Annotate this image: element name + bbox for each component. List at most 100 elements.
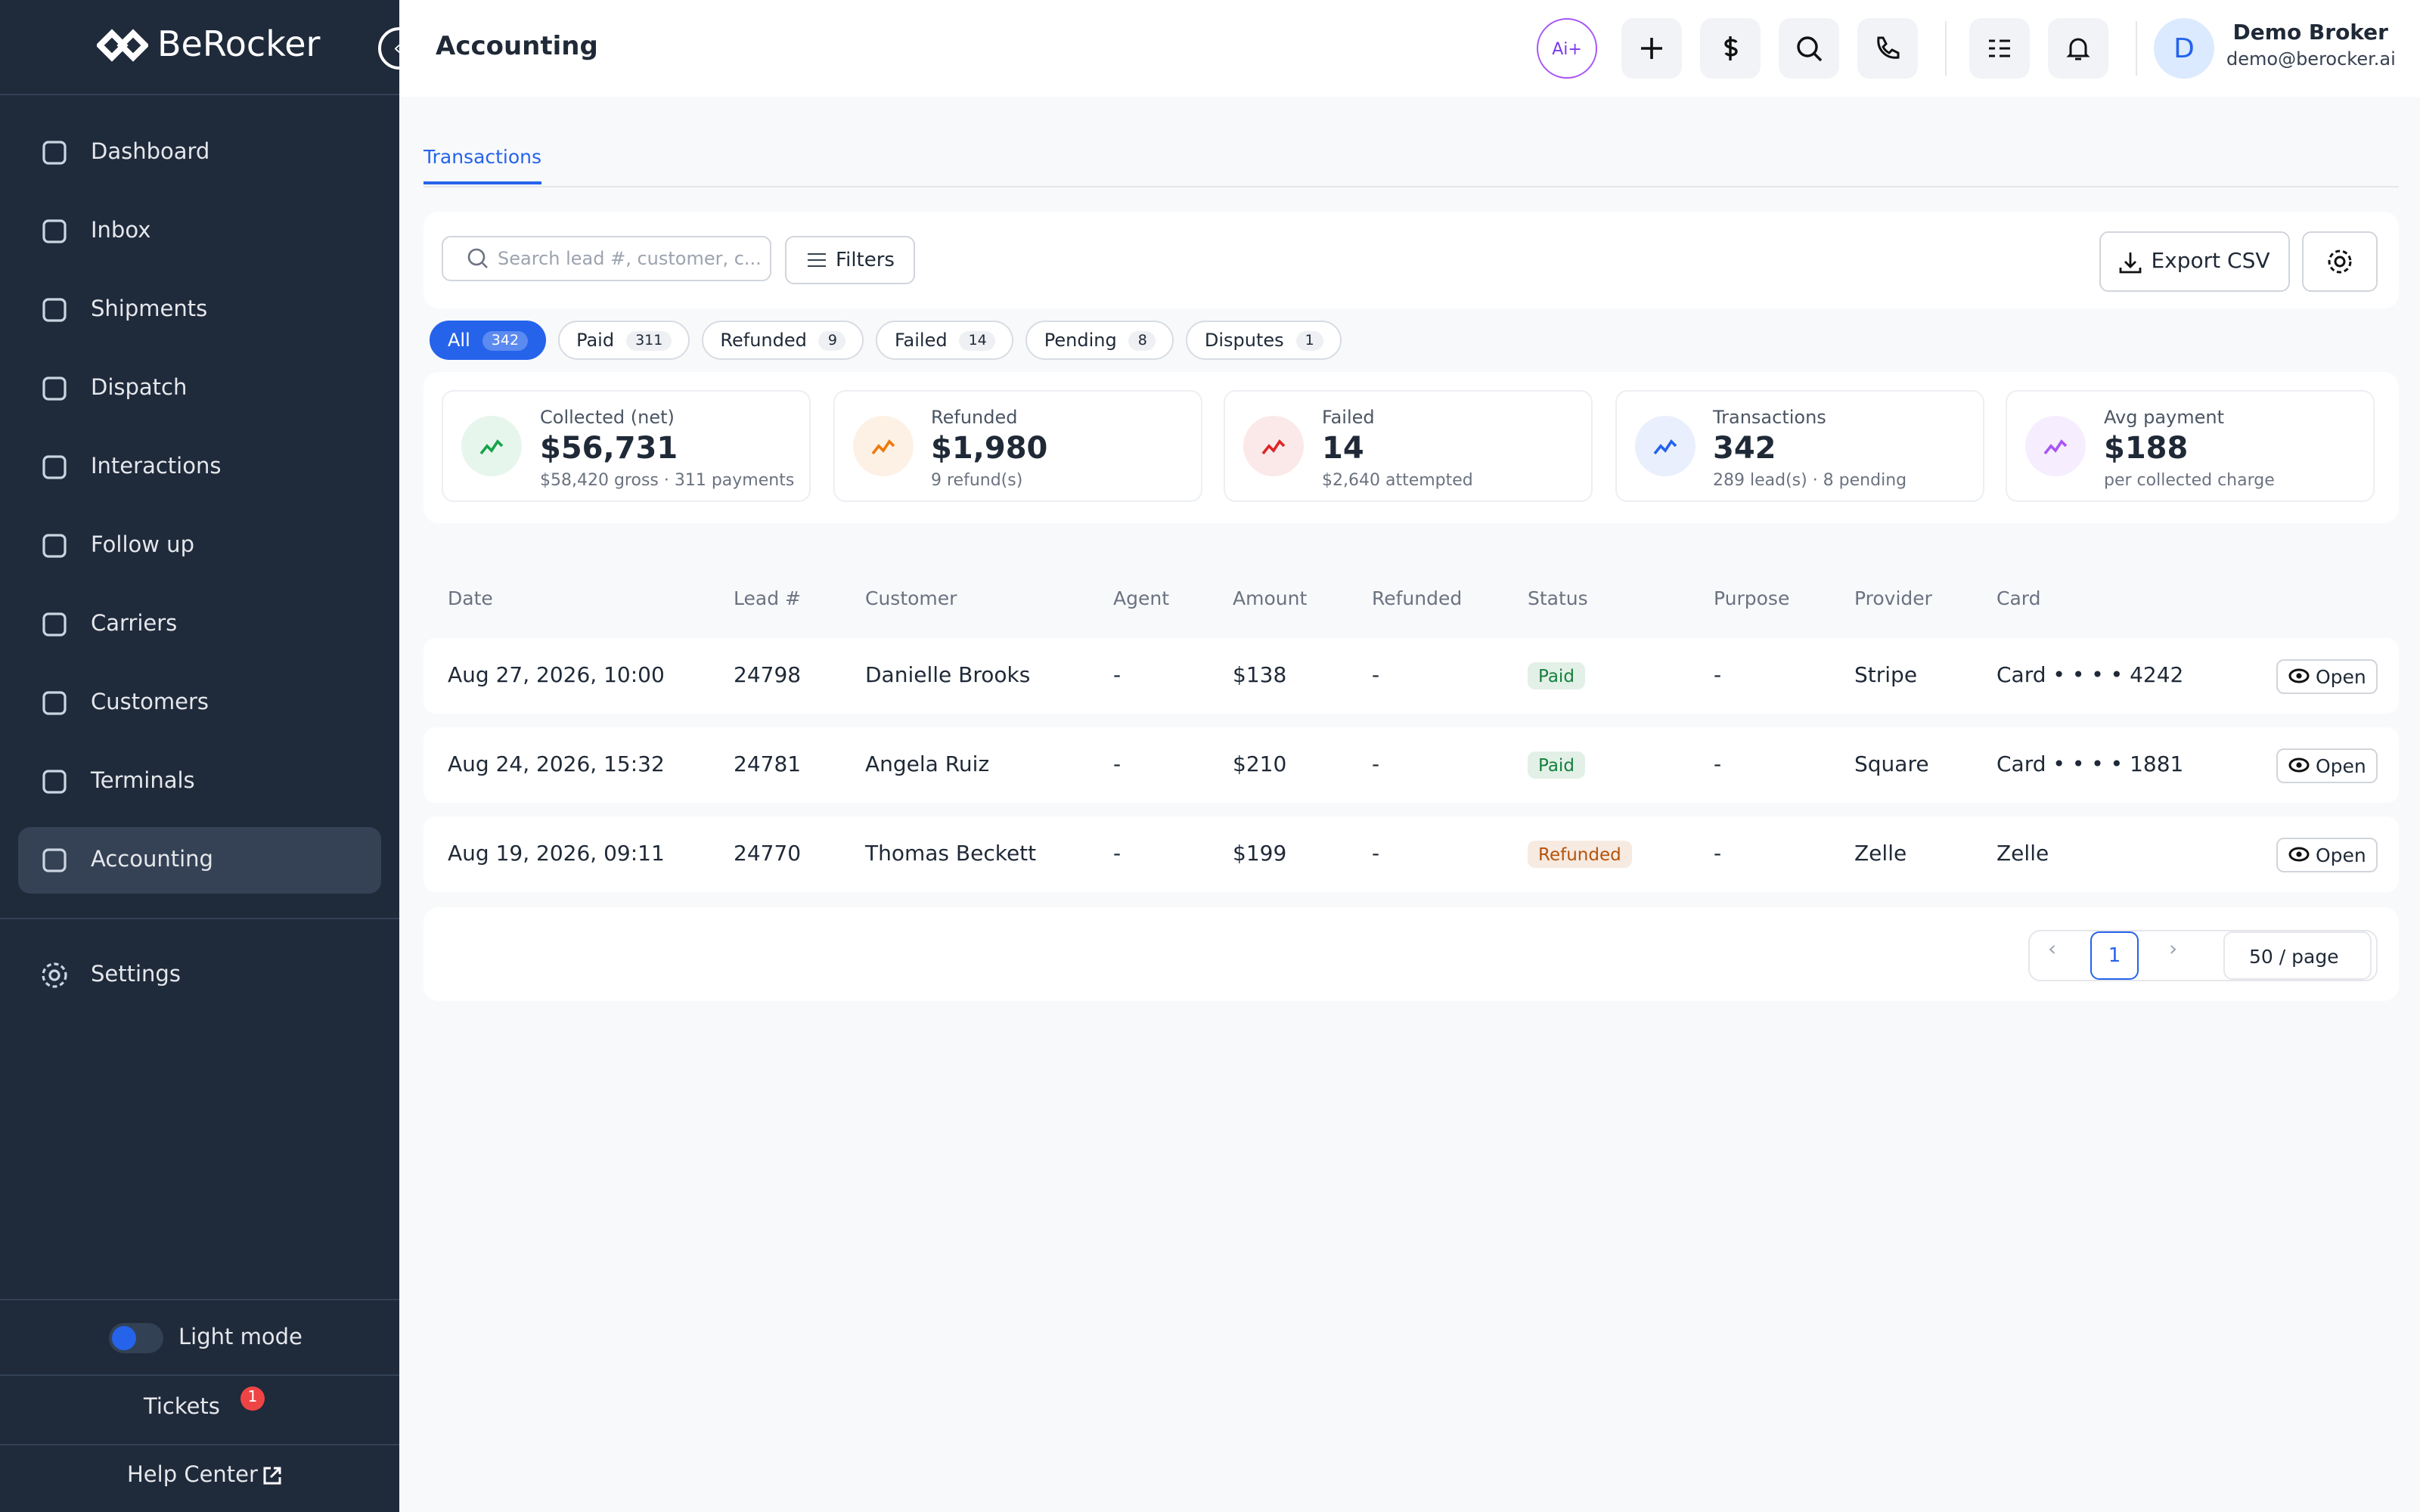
cell-card: Zelle: [1996, 842, 2049, 866]
chip-count: 311: [626, 330, 672, 350]
status-pill: Refunded: [1528, 841, 1632, 868]
add-button[interactable]: [1621, 18, 1682, 79]
stat-card: Transactions 342 289 lead(s) · 8 pending: [1615, 390, 1984, 502]
cell-customer: Thomas Beckett: [865, 842, 1037, 866]
cell-amount: $210: [1233, 753, 1287, 777]
search-placeholder: Search lead #, customer, c...: [498, 248, 762, 269]
nav-label: Terminals: [91, 770, 195, 794]
table-row[interactable]: Aug 27, 2026, 10:00 24798 Danielle Brooks -…: [424, 638, 2399, 714]
status-pill: Paid: [1528, 662, 1585, 689]
nav-item[interactable]: Dashboard: [18, 119, 381, 186]
chip-count: 8: [1128, 330, 1156, 350]
status-chip[interactable]: All 342: [430, 321, 547, 360]
status-chips: All 342 Paid 311 Refunded 9 Failed 14 Pending 8 Di…: [430, 321, 1354, 360]
open-button[interactable]: Open: [2276, 748, 2378, 782]
theme-label: Light mode: [178, 1326, 302, 1350]
tickets-label: Tickets: [144, 1396, 220, 1420]
nav-item[interactable]: Customers: [18, 670, 381, 736]
chip-count: 1: [1295, 330, 1323, 350]
nav-item[interactable]: Interactions: [18, 434, 381, 500]
column-header: Card: [1996, 586, 2041, 609]
filters-button[interactable]: Filters: [785, 236, 915, 284]
status-chip[interactable]: Disputes 1: [1186, 321, 1342, 360]
nav-label: Dashboard: [91, 141, 210, 165]
stat-value: 342: [1713, 429, 1776, 466]
column-header: Provider: [1854, 586, 1932, 609]
nav-item[interactable]: Carriers: [18, 591, 381, 658]
nav-label: Customers: [91, 691, 209, 715]
nav-label: Dispatch: [91, 376, 188, 401]
next-page[interactable]: ›: [2169, 937, 2178, 962]
cell-provider: Square: [1854, 753, 1929, 777]
stat-sub: $2,640 attempted: [1322, 470, 1473, 490]
filters-label: Filters: [836, 249, 895, 271]
payment-button[interactable]: [1700, 18, 1761, 79]
stat-value: $1,980: [931, 429, 1048, 466]
nav-label: Interactions: [91, 455, 222, 479]
help-label: Help Center: [127, 1464, 258, 1488]
user-email: demo@berocker.ai: [2226, 48, 2396, 70]
cell-refunded: -: [1372, 753, 1380, 777]
tickets[interactable]: Tickets 1: [144, 1387, 265, 1420]
stats-panel: Collected (net) $56,731 $58,420 gross · 31…: [424, 372, 2399, 523]
status-chip[interactable]: Refunded 9: [702, 321, 864, 360]
status-chip[interactable]: Failed 14: [876, 321, 1014, 360]
status-pill: Paid: [1528, 751, 1585, 779]
divider: [0, 918, 399, 919]
call-button[interactable]: [1857, 18, 1918, 79]
cell-provider: Stripe: [1854, 664, 1918, 688]
per-page-select[interactable]: 50 / page: [2223, 931, 2372, 980]
tickets-badge: 1: [240, 1387, 265, 1411]
page-button[interactable]: 1: [2090, 931, 2139, 980]
tabs: Transactions: [424, 141, 542, 184]
nav-item[interactable]: Terminals: [18, 748, 381, 815]
logo: [97, 29, 148, 62]
theme-toggle[interactable]: Light mode: [109, 1323, 302, 1353]
settings-button[interactable]: [2302, 231, 2378, 292]
open-button[interactable]: Open: [2276, 658, 2378, 693]
search-button[interactable]: [1779, 18, 1839, 79]
export-label: Export CSV: [2151, 249, 2270, 274]
cell-refunded: -: [1372, 842, 1380, 866]
cell-provider: Zelle: [1854, 842, 1907, 866]
nav-label: Follow up: [91, 534, 194, 558]
table-row[interactable]: Aug 19, 2026, 09:11 24770 Thomas Beckett - $…: [424, 816, 2399, 892]
cell-date: Aug 19, 2026, 09:11: [448, 842, 665, 866]
status-chip[interactable]: Pending 8: [1025, 321, 1174, 360]
nav-item[interactable]: Shipments: [18, 277, 381, 343]
column-header: Date: [448, 586, 493, 609]
column-header: Purpose: [1714, 586, 1790, 609]
chip-label: Refunded: [720, 330, 807, 351]
divider: [0, 94, 399, 95]
nav-label: Inbox: [91, 219, 151, 243]
tasks-button[interactable]: [1969, 18, 2030, 79]
cell-customer: Danielle Brooks: [865, 664, 1031, 688]
status-chip[interactable]: Paid 311: [558, 321, 690, 360]
ai-button[interactable]: Ai+: [1537, 18, 1597, 79]
open-button[interactable]: Open: [2276, 837, 2378, 872]
cell-date: Aug 27, 2026, 10:00: [448, 664, 665, 688]
brand-name: BeRocker: [157, 26, 321, 65]
column-header: Agent: [1113, 586, 1169, 609]
nav-item[interactable]: Settings: [18, 942, 381, 1009]
nav-item[interactable]: Dispatch: [18, 355, 381, 422]
tab[interactable]: Transactions: [424, 145, 542, 184]
export-button[interactable]: Export CSV: [2099, 231, 2290, 292]
nav-item[interactable]: Inbox: [18, 198, 381, 265]
avatar[interactable]: D: [2154, 18, 2214, 79]
nav-item[interactable]: Follow up: [18, 513, 381, 579]
stat-icon: [852, 416, 913, 476]
stat-icon: [1634, 416, 1695, 476]
open-label: Open: [2316, 665, 2366, 687]
stat-value: $188: [2104, 429, 2189, 466]
prev-page[interactable]: ‹: [2048, 937, 2057, 962]
cell-card: Card • • • • 1881: [1996, 753, 2184, 777]
nav-item[interactable]: Accounting: [18, 827, 381, 894]
search-input[interactable]: Search lead #, customer, c...: [442, 236, 771, 281]
column-header: Customer: [865, 586, 957, 609]
table-row[interactable]: Aug 24, 2026, 15:32 24781 Angela Ruiz - $210…: [424, 727, 2399, 803]
notifications-button[interactable]: [2048, 18, 2108, 79]
stat-icon: [461, 416, 522, 476]
help-center[interactable]: Help Center: [127, 1464, 284, 1488]
